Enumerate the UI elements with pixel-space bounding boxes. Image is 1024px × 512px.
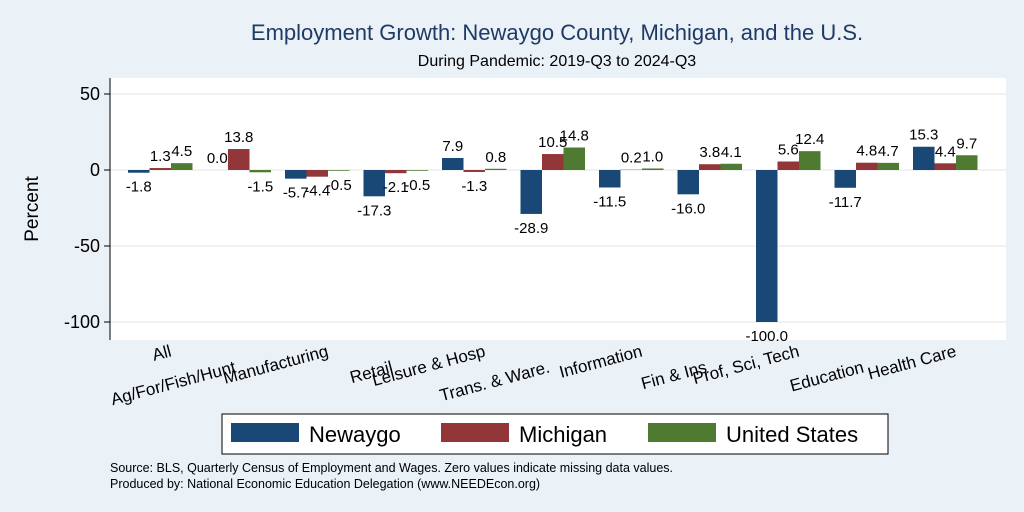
data-label-0-2: -5.7 (283, 185, 309, 202)
category-label-9: Education (788, 358, 866, 396)
legend-box (221, 413, 889, 455)
source-note: Source: BLS, Quarterly Census of Employm… (110, 461, 673, 475)
y-axis-label: Percent (22, 176, 43, 242)
y-axis-ticks: 50 0 -50 -100 (64, 84, 110, 332)
y-tick-label-3: -100 (64, 312, 100, 332)
bar-michigan-10 (934, 163, 956, 170)
data-label-0-5: -28.9 (514, 220, 548, 237)
bar-united-states-1 (249, 170, 271, 173)
data-label-0-10: 15.3 (909, 127, 938, 144)
data-label-2-7: 4.1 (721, 144, 742, 161)
data-label-0-9: -11.7 (829, 194, 862, 211)
legend-label-0: Newaygo (309, 422, 401, 447)
bar-united-states-6 (642, 168, 664, 170)
plot-area (110, 78, 1006, 340)
y-tick-label-1: 0 (90, 160, 100, 180)
bar-united-states-5 (563, 147, 585, 170)
category-label-10: Health Care (866, 342, 959, 384)
category-label-6: Information (557, 342, 644, 382)
data-label-0-3: -17.3 (357, 202, 391, 219)
bar-michigan-4 (463, 170, 485, 172)
bar-newaygo-9 (834, 170, 856, 188)
bar-newaygo-8 (756, 170, 778, 322)
category-label-1: Ag/For/Fish/Hunt (109, 357, 238, 409)
data-label-1-2: -4.4 (304, 183, 330, 200)
bar-michigan-1 (228, 149, 250, 170)
data-label-2-4: 0.8 (485, 149, 506, 166)
legend-swatch-0 (231, 423, 299, 442)
data-label-0-8: -100.0 (745, 328, 788, 345)
data-label-2-3: -0.5 (404, 177, 430, 194)
bar-michigan-7 (699, 164, 721, 170)
bar-newaygo-6 (599, 170, 621, 188)
bar-united-states-9 (877, 162, 899, 170)
bars (128, 146, 978, 322)
data-label-2-5: 14.8 (560, 128, 589, 145)
legend-label-2: United States (726, 422, 858, 447)
data-label-1-4: -1.3 (461, 178, 487, 195)
y-tick-label-2: -50 (74, 236, 100, 256)
data-label-0-4: 7.9 (442, 138, 463, 155)
legend-label-1: Michigan (519, 422, 607, 447)
data-label-1-3: -2.1 (383, 179, 409, 196)
data-label-1-5: 10.5 (538, 134, 567, 151)
bar-united-states-4 (485, 168, 507, 170)
data-label-1-10: 4.4 (935, 143, 956, 160)
bar-newaygo-4 (442, 157, 464, 170)
bar-united-states-0 (171, 163, 193, 170)
bar-newaygo-0 (128, 170, 150, 173)
bar-newaygo-10 (913, 146, 935, 170)
bar-michigan-3 (385, 170, 407, 174)
bar-michigan-0 (149, 168, 171, 170)
data-label-2-0: 4.5 (171, 143, 192, 160)
bar-united-states-7 (720, 163, 742, 170)
bar-united-states-3 (406, 170, 428, 171)
legend-swatch-2 (648, 423, 716, 442)
data-label-1-0: 1.3 (150, 148, 171, 165)
bar-newaygo-7 (677, 170, 699, 195)
data-label-0-6: -11.5 (593, 193, 626, 210)
produced-by-note: Produced by: National Economic Education… (110, 477, 540, 491)
data-label-2-2: -0.5 (326, 177, 352, 194)
data-label-1-6: 0.2 (621, 150, 642, 167)
data-label-1-7: 3.8 (699, 144, 720, 161)
bar-newaygo-2 (285, 170, 307, 179)
category-label-0: All (150, 342, 173, 365)
data-labels: -1.81.3 4.5 0.013.8-1.5 -5.7-4.4-0.5-17.3-2… (126, 127, 977, 345)
data-label-1-9: 4.8 (856, 143, 877, 160)
y-tick-label-0: 50 (80, 84, 100, 104)
category-label-8: Prof, Sci, Tech (691, 342, 801, 389)
bar-michigan-2 (306, 170, 328, 177)
chart-title: Employment Growth: Newaygo County, Michi… (251, 20, 863, 45)
bar-newaygo-5 (520, 170, 542, 214)
bar-michigan-5 (542, 154, 564, 170)
data-label-0-7: -16.0 (671, 200, 705, 217)
data-label-0-1: 0.0 (207, 150, 228, 167)
bar-united-states-10 (956, 155, 978, 170)
legend: Newaygo Michigan United States (221, 413, 889, 455)
bar-united-states-2 (328, 170, 350, 171)
bar-newaygo-3 (363, 170, 385, 197)
data-label-2-9: 4.7 (878, 143, 899, 160)
chart-subtitle: During Pandemic: 2019-Q3 to 2024-Q3 (418, 53, 696, 70)
legend-swatch-1 (441, 423, 509, 442)
data-label-1-8: 5.6 (778, 141, 799, 158)
data-label-1-1: 13.8 (224, 129, 253, 146)
data-label-0-0: -1.8 (126, 179, 152, 196)
category-label-2: Manufacturing (221, 342, 330, 388)
data-label-2-8: 12.4 (795, 131, 824, 148)
bar-united-states-8 (799, 151, 821, 170)
data-label-2-1: -1.5 (247, 178, 273, 195)
data-label-2-6: 1.0 (642, 148, 663, 165)
data-label-2-10: 9.7 (956, 135, 977, 152)
bar-michigan-9 (856, 162, 878, 170)
bar-michigan-8 (777, 161, 799, 170)
